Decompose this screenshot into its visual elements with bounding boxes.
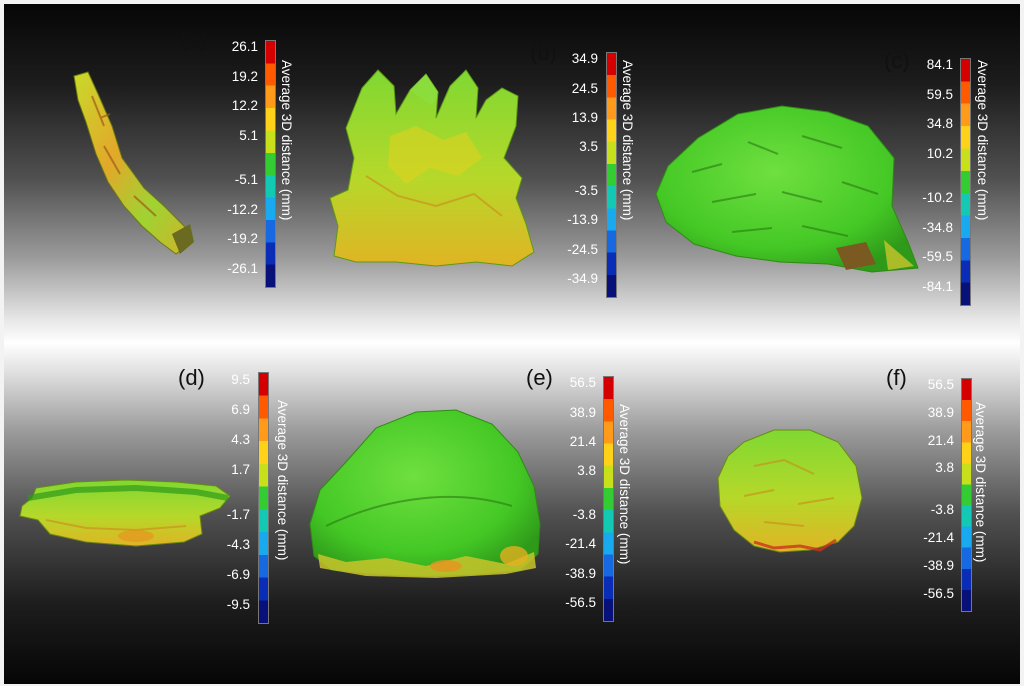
tick-label: 38.9 bbox=[569, 404, 596, 420]
mesh-a bbox=[73, 71, 194, 255]
tick-label: -24.5 bbox=[567, 241, 598, 257]
tick-label: 1.7 bbox=[231, 461, 250, 477]
tick-label: 24.5 bbox=[571, 80, 598, 96]
tick-label: -4.3 bbox=[226, 536, 250, 552]
tick-label: -34.9 bbox=[567, 270, 598, 286]
colorbar-ticks-c: 84.1 59.5 34.8 10.2 -10.2 -34.8 -59.5 -84.1 bbox=[895, 58, 953, 304]
colorbar-f bbox=[961, 378, 972, 612]
tick-label: -12.2 bbox=[227, 201, 258, 217]
mesh-f bbox=[717, 429, 863, 553]
colorbar-ticks-b: 34.9 24.5 13.9 3.5 -3.5 -13.9 -24.5 -34.9 bbox=[540, 52, 598, 296]
tick-label: 3.8 bbox=[935, 460, 954, 476]
colorbar-title-b: Average 3D distance (mm) bbox=[620, 60, 635, 221]
panel-label-a: (a) bbox=[180, 26, 207, 51]
tick-label: -19.2 bbox=[227, 231, 258, 247]
tick-label: -13.9 bbox=[567, 212, 598, 228]
tick-label: -10.2 bbox=[922, 190, 953, 206]
tick-label: 13.9 bbox=[571, 109, 598, 125]
panel-label-d: (d) bbox=[178, 365, 205, 390]
colorbar-title-e: Average 3D distance (mm) bbox=[617, 404, 632, 565]
colorbar-ticks-f: 56.5 38.9 21.4 3.8 -3.8 -21.4 -38.9 -56.5 bbox=[896, 376, 954, 610]
colorbar-ticks-a: 26.1 19.2 12.2 5.1 -5.1 -12.2 -19.2 -26.1 bbox=[200, 40, 258, 286]
tick-label: -3.8 bbox=[572, 507, 596, 523]
tick-label: -56.5 bbox=[923, 585, 954, 601]
tick-label: 38.9 bbox=[927, 404, 954, 420]
colorbar-title-d: Average 3D distance (mm) bbox=[275, 400, 290, 561]
tick-label: 4.3 bbox=[231, 431, 250, 447]
panel-label-f: (f) bbox=[886, 365, 907, 390]
tick-label: -3.8 bbox=[930, 502, 954, 518]
colorbar-e bbox=[603, 376, 614, 622]
tick-label: -9.5 bbox=[226, 596, 250, 612]
panel-label-b: (b) bbox=[530, 40, 557, 65]
tick-label: -59.5 bbox=[922, 249, 953, 265]
tick-label: -38.9 bbox=[565, 565, 596, 581]
tick-label: 21.4 bbox=[927, 432, 954, 448]
tick-label: -1.7 bbox=[226, 506, 250, 522]
tick-label: 3.5 bbox=[579, 139, 598, 155]
tick-label: 21.4 bbox=[569, 433, 596, 449]
mesh-c bbox=[655, 105, 919, 273]
colorbar-title-f: Average 3D distance (mm) bbox=[973, 402, 988, 563]
tick-label: 84.1 bbox=[926, 57, 953, 73]
tick-label: -38.9 bbox=[923, 557, 954, 573]
tick-label: -34.8 bbox=[922, 219, 953, 235]
tick-label: 56.5 bbox=[569, 375, 596, 391]
colorbar-b bbox=[606, 52, 617, 298]
tick-label: 10.2 bbox=[926, 145, 953, 161]
tick-label: -56.5 bbox=[565, 594, 596, 610]
colorbar-ticks-e: 56.5 38.9 21.4 3.8 -3.8 -21.4 -38.9 -56.5 bbox=[538, 376, 596, 620]
tick-label: 6.9 bbox=[231, 401, 250, 417]
tick-label: 3.8 bbox=[577, 463, 596, 479]
mesh-e bbox=[309, 409, 541, 578]
tick-label: 9.5 bbox=[231, 371, 250, 387]
panel-label-e: (e) bbox=[526, 365, 553, 390]
tick-label: -5.1 bbox=[234, 172, 258, 188]
tick-label: 19.2 bbox=[231, 68, 258, 84]
mesh-b bbox=[329, 69, 535, 267]
tick-label: -3.5 bbox=[574, 183, 598, 199]
tick-label: 56.5 bbox=[927, 376, 954, 392]
tick-label: 26.1 bbox=[231, 39, 258, 55]
colorbar-d bbox=[258, 372, 269, 624]
mesh-d bbox=[19, 479, 231, 547]
colorbar-ticks-d: 9.5 6.9 4.3 1.7 -1.7 -4.3 -6.9 -9.5 bbox=[192, 372, 250, 622]
tick-label: -21.4 bbox=[923, 530, 954, 546]
tick-label: -26.1 bbox=[227, 260, 258, 276]
tick-label: 5.1 bbox=[239, 127, 258, 143]
tick-label: 34.8 bbox=[926, 116, 953, 132]
tick-label: 12.2 bbox=[231, 98, 258, 114]
colorbar-a bbox=[265, 40, 276, 288]
tick-label: 59.5 bbox=[926, 86, 953, 102]
colorbar-c bbox=[960, 58, 971, 306]
tick-label: -84.1 bbox=[922, 278, 953, 294]
tick-label: 34.9 bbox=[571, 51, 598, 67]
colorbar-title-c: Average 3D distance (mm) bbox=[975, 60, 990, 221]
tick-label: -21.4 bbox=[565, 536, 596, 552]
panel-label-c: (c) bbox=[884, 48, 910, 73]
tick-label: -6.9 bbox=[226, 566, 250, 582]
colorbar-title-a: Average 3D distance (mm) bbox=[279, 60, 294, 221]
